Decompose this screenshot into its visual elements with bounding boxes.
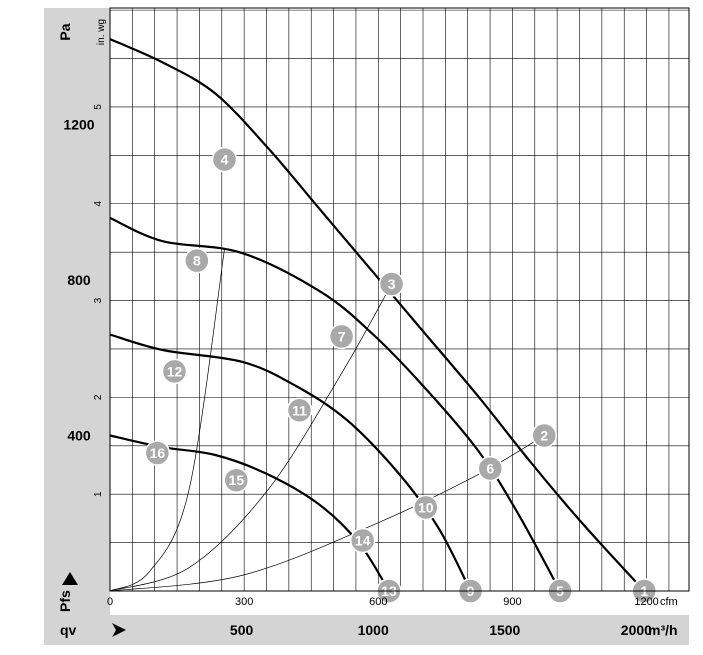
operating-point-marker bbox=[349, 527, 376, 554]
operating-point-marker bbox=[161, 358, 188, 385]
operating-point-label: 11 bbox=[292, 402, 307, 418]
pfs-arrow-icon bbox=[62, 572, 78, 585]
qv-label: qv bbox=[60, 622, 77, 638]
operating-point-label: 15 bbox=[229, 472, 245, 488]
inwg-tick-label: 1 bbox=[93, 491, 104, 497]
operating-point-marker bbox=[144, 440, 171, 466]
cfm-tick-label: 900 bbox=[503, 596, 521, 608]
pfs-label: Pfs bbox=[57, 590, 73, 612]
operating-point-label: 6 bbox=[486, 461, 494, 477]
operating-point-label: 12 bbox=[167, 363, 183, 379]
operating-point-marker bbox=[223, 467, 250, 493]
operating-point-marker bbox=[477, 455, 504, 482]
cfm-tick-label: 600 bbox=[369, 596, 387, 608]
operating-point-marker bbox=[413, 494, 439, 521]
bottom-axis-band bbox=[44, 615, 689, 645]
qv-arrow-icon bbox=[112, 623, 126, 637]
inwg-tick-label: 3 bbox=[93, 297, 104, 303]
inwg-tick-label: 5 bbox=[93, 104, 104, 110]
plot-frame bbox=[109, 7, 690, 592]
m3h-tick-label: 1500 bbox=[489, 622, 520, 638]
system-curve-1 bbox=[109, 248, 225, 592]
operating-point-marker bbox=[378, 271, 405, 297]
cfm-tick-label: 300 bbox=[235, 596, 253, 608]
fan-curves-layer bbox=[109, 38, 646, 592]
y-unit-inwg: in. wg bbox=[96, 19, 107, 45]
inwg-tick-label: 4 bbox=[93, 201, 104, 207]
cfm-tick-label: 1200 bbox=[634, 596, 658, 608]
pa-ticks: 400 800 1200 bbox=[63, 117, 94, 444]
operating-point-marker bbox=[211, 146, 238, 173]
system-curve-3 bbox=[109, 435, 545, 592]
operating-point-label: 7 bbox=[338, 328, 346, 344]
pa-tick-label: 800 bbox=[67, 272, 91, 288]
pa-tick-label: 1200 bbox=[63, 117, 94, 133]
cfm-ticks: 0 300 600 900 1200 bbox=[107, 596, 659, 608]
operating-point-label: 8 bbox=[193, 253, 201, 269]
y-unit-pa: Pa bbox=[57, 23, 73, 40]
operating-point-marker bbox=[328, 323, 355, 350]
operating-point-label: 3 bbox=[388, 276, 396, 292]
inwg-ticks: 1 2 3 4 5 bbox=[93, 104, 104, 497]
inwg-tick-label: 2 bbox=[93, 394, 104, 400]
operating-point-label: 2 bbox=[540, 428, 548, 444]
m3h-tick-label: 1000 bbox=[358, 622, 389, 638]
operating-point-marker bbox=[184, 247, 210, 274]
m3h-ticks: 500 1000 1500 2000 bbox=[230, 622, 652, 638]
operating-point-label: 10 bbox=[418, 499, 434, 515]
grid-layer bbox=[110, 8, 689, 591]
system-curve-2 bbox=[109, 283, 392, 592]
fan-curve-3 bbox=[109, 333, 472, 592]
left-axis-band bbox=[44, 8, 110, 615]
x-unit-cfm: cfm bbox=[660, 596, 678, 608]
fan-curve-1 bbox=[109, 38, 646, 592]
cfm-tick-label: 0 bbox=[107, 596, 113, 608]
operating-point-label: 14 bbox=[355, 532, 371, 548]
x-unit-m3h: m³/h bbox=[648, 622, 678, 638]
fan-curve-2 bbox=[109, 216, 561, 592]
m3h-tick-label: 500 bbox=[230, 622, 254, 638]
operating-point-label: 4 bbox=[221, 152, 229, 168]
m3h-tick-label: 2000 bbox=[621, 622, 652, 638]
pa-tick-label: 400 bbox=[67, 428, 91, 444]
operating-point-marker bbox=[286, 397, 313, 424]
operating-point-label: 16 bbox=[150, 445, 166, 461]
operating-point-marker bbox=[531, 422, 557, 449]
